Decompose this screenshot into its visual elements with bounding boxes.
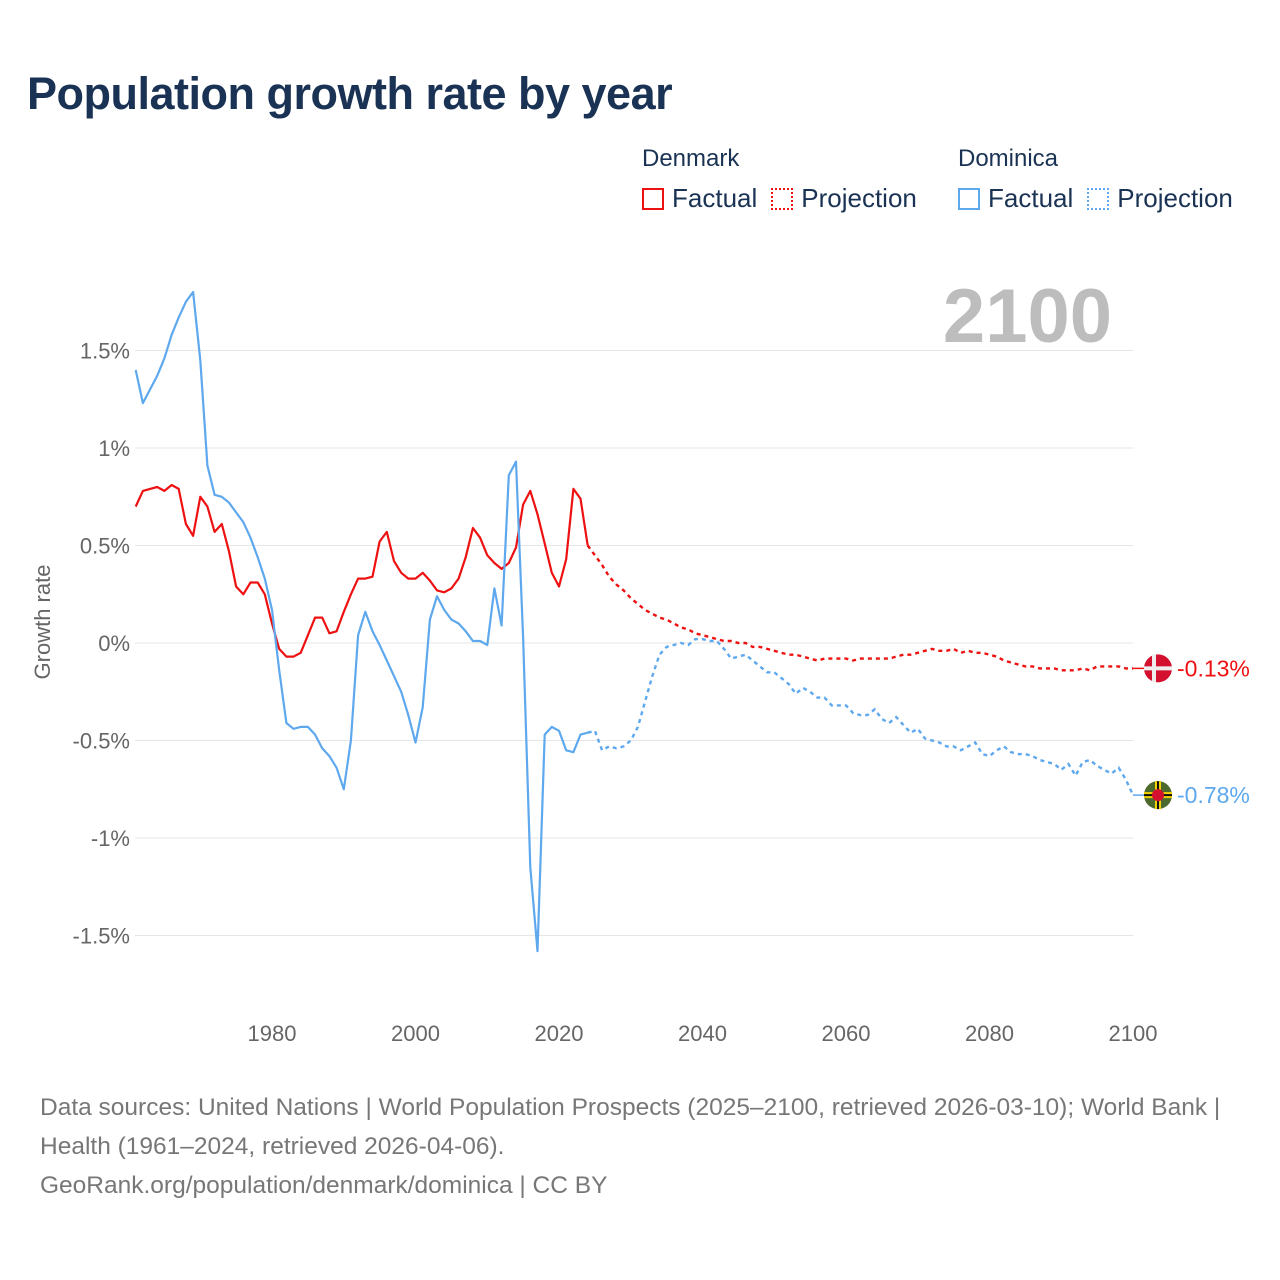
projection-line-denmark (586, 544, 1133, 672)
x-tick-label: 2080 (965, 1021, 1014, 1046)
end-value-label: -0.13% (1177, 655, 1250, 681)
legend-factual-label[interactable]: Factual (672, 183, 758, 213)
legend-dominica: Dominica Factual Projection (958, 145, 1247, 214)
legend-factual-label[interactable]: Factual (988, 183, 1074, 213)
data-sources: Data sources: United Nations | World Pop… (40, 1094, 1221, 1160)
flag-emblem (1152, 789, 1164, 802)
x-tick-label: 2000 (391, 1021, 440, 1046)
legend-projection-label[interactable]: Projection (801, 183, 917, 213)
y-axis: 1.5% 1% 0.5% 0% -0.5% -1% -1.5% (73, 339, 130, 949)
legend-denmark: Denmark Factual Projection (642, 145, 931, 214)
x-tick-label: 2060 (822, 1021, 871, 1046)
projection-swatch-icon (1087, 187, 1110, 210)
footer: Data sources: United Nations | World Pop… (40, 1088, 1240, 1205)
y-tick-label: -0.5% (73, 729, 130, 754)
projection-swatch-icon (771, 187, 794, 210)
factual-swatch-icon (958, 187, 980, 210)
x-tick-label: 2100 (1109, 1021, 1158, 1046)
y-tick-label: 0.5% (80, 534, 130, 559)
y-tick-label: 0% (98, 631, 130, 656)
end-value-label: -0.78% (1177, 782, 1250, 808)
current-year-label: 2100 (943, 274, 1112, 359)
legend-country-label: Denmark (642, 145, 740, 172)
denmark-flag-icon (1144, 654, 1172, 683)
x-tick-label: 1980 (248, 1021, 297, 1046)
legend-projection-label[interactable]: Projection (1117, 183, 1233, 213)
y-tick-label: -1% (91, 826, 130, 851)
dominica-flag-icon (1144, 781, 1172, 810)
page-title: Population growth rate by year (27, 68, 673, 119)
y-tick-label: 1% (98, 436, 130, 461)
legend-country-label: Dominica (958, 145, 1059, 172)
series-lines (134, 290, 1158, 953)
factual-line-dominica (134, 290, 588, 953)
flag-cross-horizontal (1144, 666, 1172, 671)
y-axis-title: Growth rate (30, 565, 55, 680)
factual-swatch-icon (642, 187, 664, 210)
x-tick-label: 2040 (678, 1021, 727, 1046)
source-link[interactable]: GeoRank.org/population/denmark/dominica … (40, 1172, 608, 1199)
gridlines (135, 350, 1133, 936)
x-tick-label: 2020 (535, 1021, 584, 1046)
factual-line-denmark (134, 483, 589, 658)
y-tick-label: 1.5% (80, 339, 130, 364)
y-tick-label: -1.5% (73, 924, 130, 949)
projection-line-dominica (587, 637, 1135, 796)
series-end-markers: -0.13% -0.78% (1144, 654, 1250, 810)
x-axis: 1980 2000 2020 2040 2060 2080 2100 (248, 1021, 1158, 1046)
